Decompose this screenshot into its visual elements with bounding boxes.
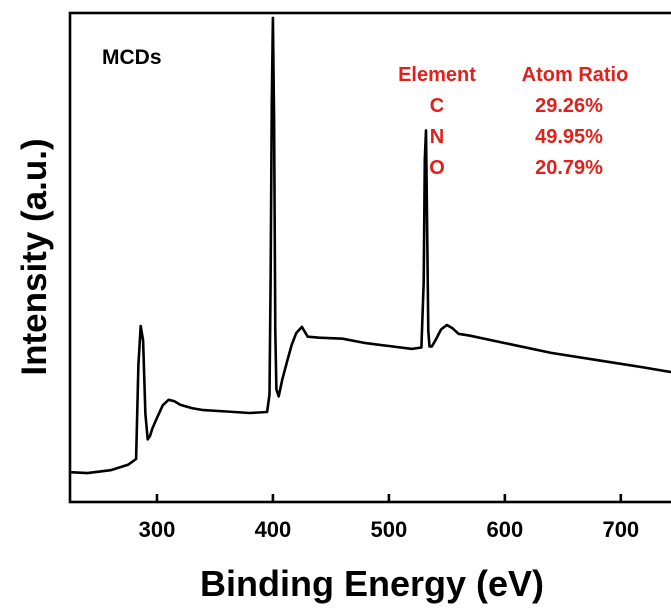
panel-label: MCDs — [102, 46, 162, 69]
table-row-ratio: 20.79% — [535, 157, 603, 179]
x-axis-title: Binding Energy (eV) — [200, 563, 544, 604]
x-tick-label: 700 — [602, 517, 639, 542]
y-axis-title: Intensity (a.u.) — [15, 138, 54, 375]
x-tick-label: 400 — [255, 517, 292, 542]
x-tick-label: 500 — [371, 517, 408, 542]
table-row-ratio: 29.26% — [535, 95, 603, 117]
table-header-atom-ratio: Atom Ratio — [522, 64, 629, 86]
table-row-element: O — [429, 157, 445, 179]
x-tick-label: 300 — [139, 517, 176, 542]
plot-frame — [68, 11, 671, 504]
table-row-element: C — [430, 95, 444, 117]
atom-ratio-table: Element Atom Ratio C 29.26% N 49.95% O 2… — [398, 64, 628, 179]
x-axis-ticks: 300 400 500 600 700 — [139, 494, 639, 542]
table-header-element: Element — [398, 64, 476, 86]
series-line-mcds — [69, 16, 671, 475]
x-tick-label: 600 — [486, 517, 523, 542]
plot-area — [69, 16, 671, 475]
table-row-element: N — [430, 126, 444, 148]
table-row-ratio: 49.95% — [535, 126, 603, 148]
